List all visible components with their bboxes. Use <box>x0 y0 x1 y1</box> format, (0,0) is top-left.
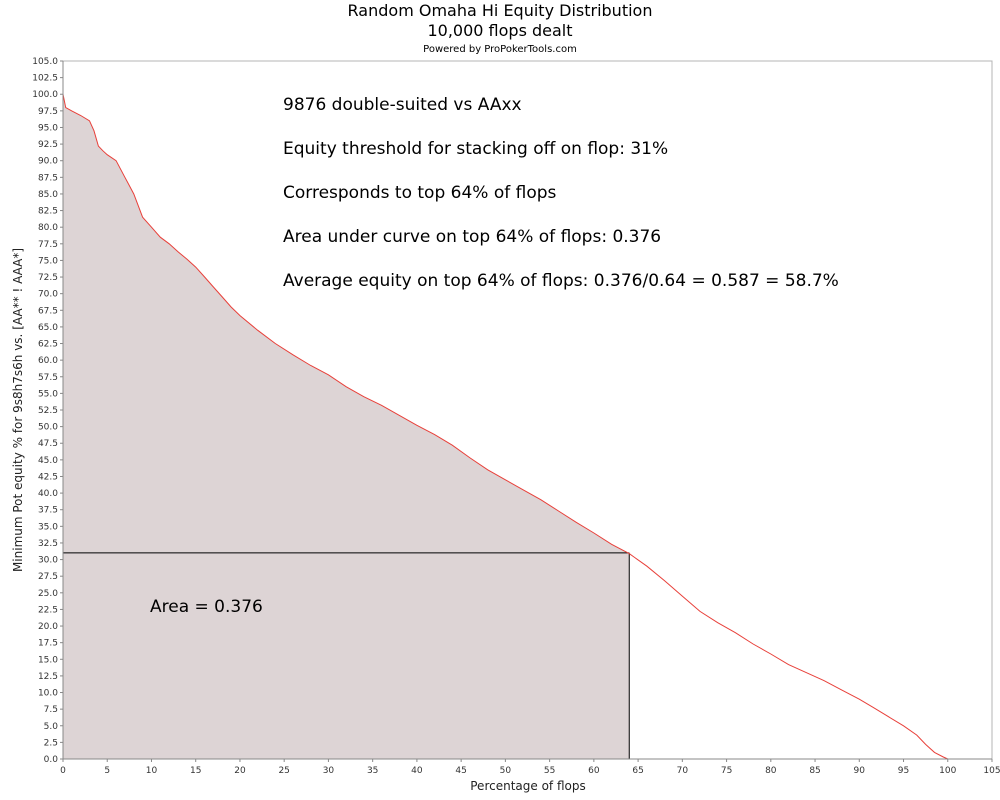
area-under-curve-fill <box>63 94 630 759</box>
y-tick-label: 90.0 <box>38 157 58 167</box>
y-tick-label: 17.5 <box>38 639 58 649</box>
x-tick-label: 95 <box>898 766 909 776</box>
annotation-average-equity: Average equity on top 64% of flops: 0.37… <box>283 271 839 291</box>
y-tick-label: 67.5 <box>38 306 58 316</box>
x-tick-label: 80 <box>765 766 777 776</box>
x-tick-label: 35 <box>367 766 378 776</box>
y-tick-label: 97.5 <box>38 107 58 117</box>
y-tick-label: 12.5 <box>38 672 58 682</box>
y-tick-label: 85.0 <box>38 190 58 200</box>
y-tick-label: 87.5 <box>38 173 58 183</box>
annotation-matchup: 9876 double-suited vs AAxx <box>283 95 522 115</box>
y-tick-label: 30.0 <box>38 556 58 566</box>
y-tick-label: 95.0 <box>38 123 58 133</box>
y-tick-label: 5.0 <box>44 722 59 732</box>
x-tick-label: 0 <box>60 766 66 776</box>
x-tick-label: 10 <box>146 766 158 776</box>
plot-lines <box>62 94 949 760</box>
y-tick-label: 25.0 <box>38 589 58 599</box>
y-tick-label: 10.0 <box>38 689 58 699</box>
y-tick-label: 82.5 <box>38 207 58 217</box>
y-tick-label: 100.0 <box>32 90 58 100</box>
x-tick-label: 30 <box>323 766 335 776</box>
x-axis: 0 5 10 15 20 25 30 35 40 45 50 55 60 65 70 75 80 85 90 95 10… <box>60 758 1000 776</box>
x-tick-label: 40 <box>411 766 423 776</box>
annotation-top-flops: Corresponds to top 64% of flops <box>283 183 557 203</box>
y-tick-label: 62.5 <box>38 340 58 350</box>
x-tick-label: 5 <box>104 766 110 776</box>
x-tick-label: 100 <box>939 766 956 776</box>
y-tick-label: 0.0 <box>44 755 59 765</box>
x-tick-label: 70 <box>677 766 689 776</box>
y-tick-label: 7.5 <box>44 705 58 715</box>
annotation-threshold: Equity threshold for stacking off on flo… <box>283 139 668 159</box>
x-tick-label: 60 <box>588 766 600 776</box>
y-tick-label: 55.0 <box>38 389 58 399</box>
y-tick-label: 57.5 <box>38 373 58 383</box>
x-tick-label: 45 <box>455 766 466 776</box>
y-tick-label: 60.0 <box>38 356 58 366</box>
y-tick-label: 102.5 <box>32 74 58 84</box>
x-tick-label: 85 <box>809 766 820 776</box>
y-tick-label: 105.0 <box>32 57 58 67</box>
chart-subtitle: 10,000 flops dealt <box>427 21 572 40</box>
x-axis-label: Percentage of flops <box>470 779 585 793</box>
area-label: Area = 0.376 <box>150 597 263 617</box>
y-tick-label: 22.5 <box>38 605 58 615</box>
equity-curve-line <box>62 94 949 760</box>
y-tick-label: 92.5 <box>38 140 58 150</box>
y-tick-label: 27.5 <box>38 572 58 582</box>
x-tick-label: 65 <box>632 766 643 776</box>
annotations: 9876 double-suited vs AAxx Equity thresh… <box>150 95 839 617</box>
y-tick-label: 20.0 <box>38 622 58 632</box>
y-tick-label: 50.0 <box>38 423 58 433</box>
y-tick-label: 52.5 <box>38 406 58 416</box>
y-axis: 0.0 2.5 5.0 7.5 10.0 12.5 15.0 17.5 20.0 22.5 25.0… <box>32 57 64 765</box>
y-axis-label: Minimum Pot equity % for 9s8h7s6h vs. [A… <box>11 248 25 572</box>
x-tick-label: 75 <box>721 766 732 776</box>
x-tick-label: 50 <box>500 766 512 776</box>
x-tick-label: 25 <box>278 766 289 776</box>
y-tick-label: 72.5 <box>38 273 58 283</box>
y-tick-label: 37.5 <box>38 506 58 516</box>
y-tick-label: 77.5 <box>38 240 58 250</box>
chart-credit: Powered by ProPokerTools.com <box>423 44 577 55</box>
x-tick-label: 90 <box>854 766 866 776</box>
annotation-area: Area under curve on top 64% of flops: 0.… <box>283 227 661 247</box>
chart-title: Random Omaha Hi Equity Distribution <box>348 1 653 20</box>
y-tick-label: 32.5 <box>38 539 58 549</box>
y-tick-label: 15.0 <box>38 655 58 665</box>
y-tick-label: 42.5 <box>38 472 58 482</box>
x-tick-label: 55 <box>544 766 555 776</box>
x-tick-label: 105 <box>983 766 1000 776</box>
x-tick-label: 15 <box>190 766 201 776</box>
plot-fills <box>63 94 630 759</box>
y-tick-label: 70.0 <box>38 290 58 300</box>
y-tick-label: 40.0 <box>38 489 58 499</box>
y-tick-label: 2.5 <box>44 738 58 748</box>
y-tick-label: 35.0 <box>38 522 58 532</box>
y-tick-label: 65.0 <box>38 323 58 333</box>
y-tick-label: 47.5 <box>38 439 58 449</box>
y-tick-label: 80.0 <box>38 223 58 233</box>
y-tick-label: 75.0 <box>38 256 58 266</box>
x-tick-label: 20 <box>234 766 246 776</box>
y-tick-label: 45.0 <box>38 456 58 466</box>
